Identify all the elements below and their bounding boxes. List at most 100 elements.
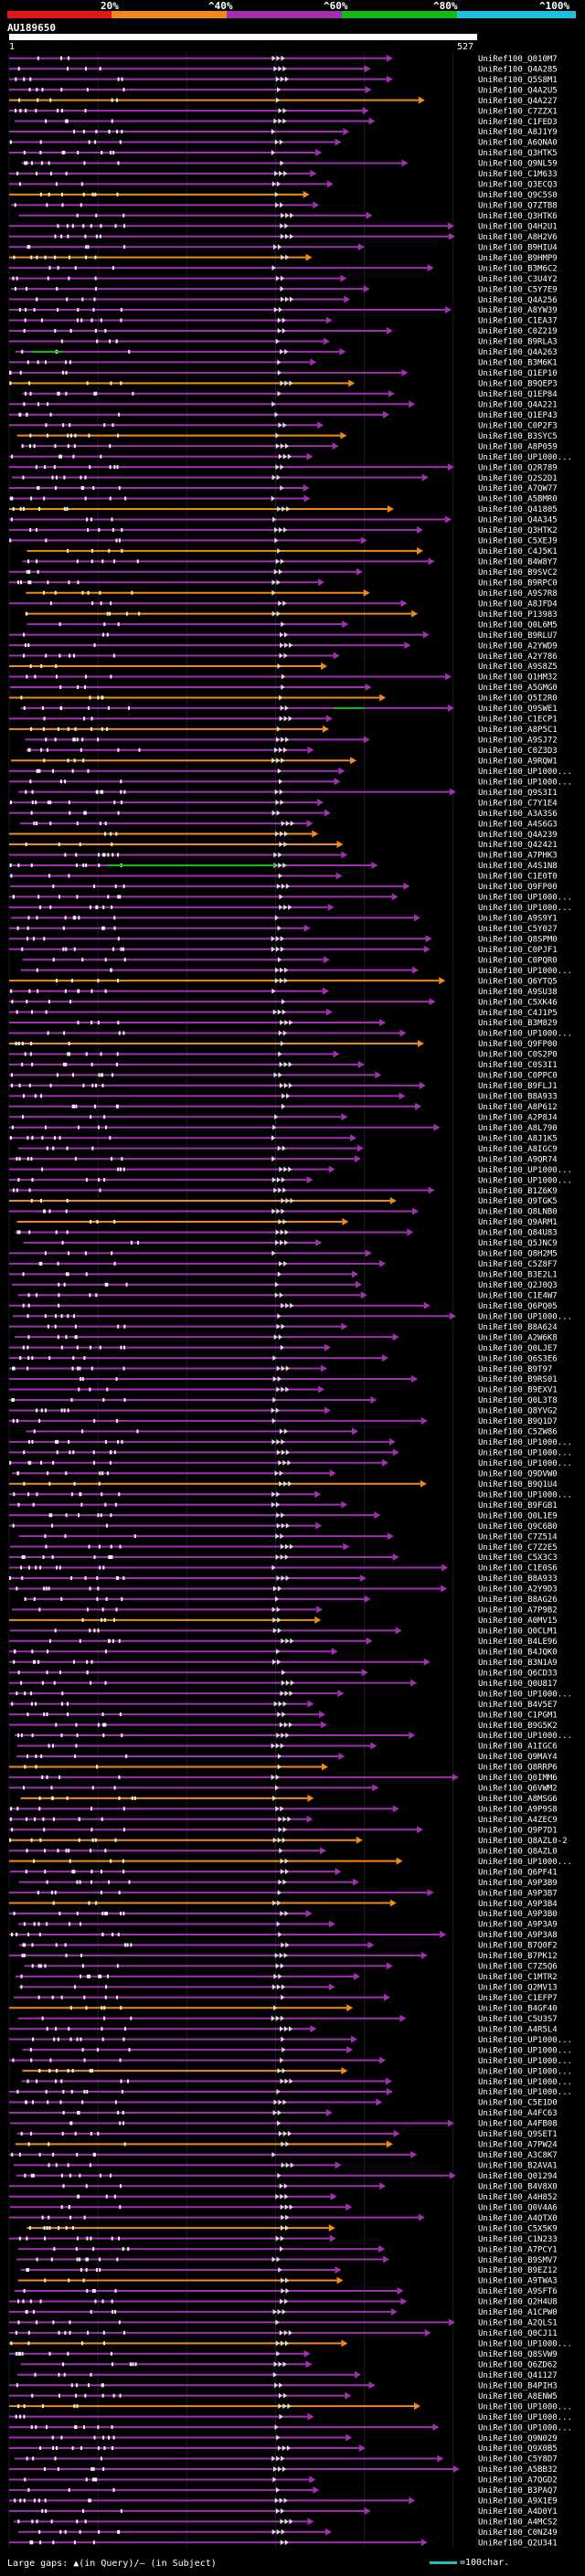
gap-marker <box>16 580 19 585</box>
gap-marker <box>20 1680 23 1685</box>
gap-marker <box>107 853 110 857</box>
gap-marker <box>104 989 107 993</box>
gap-marker <box>83 2058 86 2062</box>
gap-marker <box>26 569 28 574</box>
gap-marker <box>136 559 139 564</box>
gap-marker <box>57 1261 59 1266</box>
hit-arrow <box>315 1521 323 1530</box>
gap-marker <box>120 779 122 784</box>
gap-marker <box>24 1943 27 1947</box>
hit-label: UniRef100_C1FED3 <box>478 118 558 127</box>
gap-marker <box>81 1377 84 1382</box>
hit-arrow <box>341 2067 348 2075</box>
gap-marker <box>60 2205 63 2210</box>
gap-triangle <box>276 1177 281 1183</box>
gap-marker <box>56 1565 58 1570</box>
hit-arrow <box>407 1228 414 1236</box>
gap-triangle <box>272 1795 277 1801</box>
gap-marker <box>101 1817 103 1821</box>
gap-triangle <box>280 2539 284 2546</box>
gap-marker <box>39 2540 42 2545</box>
hit-label: UniRef100_A9TWA3 <box>478 2277 558 2286</box>
gap-marker <box>46 1775 48 1779</box>
gap-marker <box>122 1366 125 1371</box>
gap-marker <box>30 1199 33 1203</box>
gap-marker <box>68 800 70 805</box>
gap-marker <box>33 444 36 449</box>
gap-marker <box>40 747 43 752</box>
gap-triangle <box>288 1166 292 1172</box>
alignment-plot: UniRef100_Q010M7UniRef100_Q4A285UniRef10… <box>8 53 572 2548</box>
hit-arrow <box>367 1941 375 1949</box>
gap-marker <box>16 1010 18 1014</box>
gap-marker <box>48 2163 50 2168</box>
gap-marker <box>84 684 87 689</box>
gap-triangle <box>278 852 282 858</box>
gap-marker <box>111 119 113 123</box>
hit-label: UniRef100_B8A933 <box>478 1093 558 1102</box>
gap-marker <box>49 1083 52 1087</box>
gap-marker <box>102 632 105 637</box>
hit-label: UniRef100_Q9DVW0 <box>478 1469 558 1479</box>
gap-marker <box>47 402 49 407</box>
hit-arrow <box>331 1648 338 1656</box>
gap-marker <box>74 1985 77 1989</box>
gap-marker <box>82 486 85 491</box>
gap-marker <box>121 130 123 134</box>
hit-label: UniRef100_Q3HTK5 <box>478 149 558 158</box>
gap-marker <box>26 1817 28 1821</box>
gap-marker <box>100 1974 102 1978</box>
gap-marker <box>41 705 44 710</box>
gap-marker <box>17 2404 20 2409</box>
gap-marker <box>72 1314 75 1319</box>
gap-marker <box>86 2090 89 2094</box>
hit-label: UniRef100_C1N233 <box>478 2235 558 2244</box>
hit-arrow <box>437 2454 444 2463</box>
gap-triangle <box>282 1879 287 1885</box>
hit-label: UniRef100_B4GF40 <box>478 2004 558 2013</box>
gap-marker <box>97 1586 100 1591</box>
hit-label: UniRef100_B9Q1U4 <box>478 1480 558 1489</box>
hit-label: UniRef100_Q9S3I1 <box>478 789 558 798</box>
gap-triangle <box>274 526 279 533</box>
gap-triangle <box>277 244 282 250</box>
gap-marker <box>65 391 68 396</box>
gap-triangle <box>280 1869 284 1875</box>
hit-arrow <box>352 1878 359 1886</box>
gap-marker <box>19 2414 22 2419</box>
gap-marker <box>57 109 59 113</box>
hit-arrow <box>389 1197 397 1205</box>
gap-marker <box>99 1345 101 1350</box>
hit-label: UniRef100_C5Y8D7 <box>478 2455 558 2465</box>
gap-marker <box>31 2540 34 2545</box>
gap-marker <box>43 1712 46 1717</box>
hit-arrow <box>392 1448 399 1457</box>
gap-marker <box>68 255 70 260</box>
gap-triangle <box>277 1764 282 1770</box>
gap-triangle <box>273 307 278 313</box>
hit-label: UniRef100_C0PPC0 <box>478 1072 558 1081</box>
gap-triangle <box>280 233 284 239</box>
hit-arrow <box>306 1176 314 1184</box>
gap-marker <box>101 1492 103 1497</box>
gap-marker <box>90 2372 92 2377</box>
gap-triangle <box>280 1911 284 1917</box>
gap-triangle <box>279 1292 283 1299</box>
hit-arrow <box>329 2234 336 2242</box>
gap-marker <box>106 726 109 731</box>
gap-marker <box>80 2037 82 2041</box>
gap-marker <box>9 1136 12 1140</box>
gap-triangle <box>289 1543 293 1550</box>
gap-marker <box>100 1891 102 1895</box>
gap-marker <box>116 979 119 983</box>
gap-marker <box>67 1701 69 1706</box>
gap-marker <box>13 1659 16 1664</box>
gap-marker <box>21 349 24 354</box>
hit-arrow <box>393 2129 400 2137</box>
gap-triangle <box>280 2235 284 2242</box>
hit-arrow <box>409 400 416 408</box>
hit-label: UniRef100_UP1000... <box>478 894 572 903</box>
gap-marker <box>19 2351 22 2356</box>
gap-triangle <box>278 1973 282 1979</box>
gap-triangle <box>277 957 282 963</box>
